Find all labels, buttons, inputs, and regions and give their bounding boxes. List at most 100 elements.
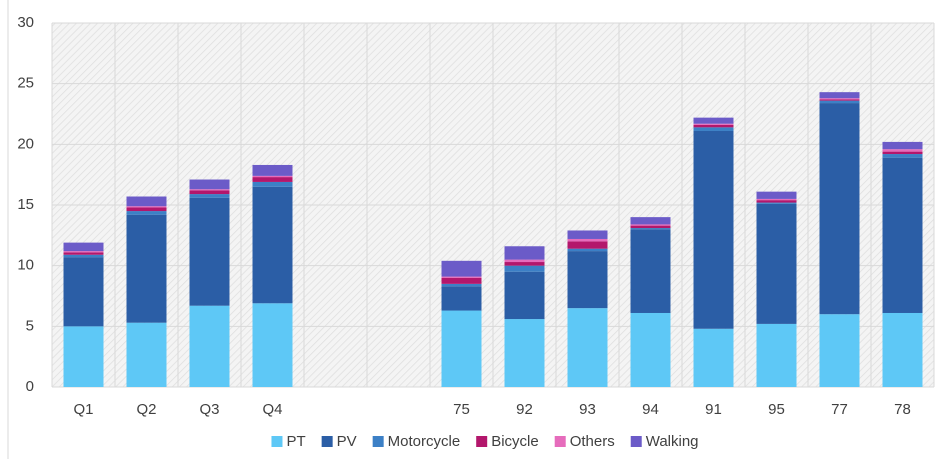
bar-segment — [504, 259, 545, 263]
bar-segment — [63, 252, 104, 255]
legend-swatch — [554, 436, 566, 447]
bar-segment — [819, 314, 860, 387]
x-tick-label: 93 — [579, 401, 596, 418]
legend-label: Bicycle — [491, 433, 539, 450]
bar-segment — [630, 224, 671, 226]
y-tick-label: 0 — [26, 378, 34, 395]
bar-segment — [819, 103, 860, 315]
legend-label: PT — [286, 433, 305, 450]
bar-segment — [126, 322, 167, 387]
bar-segment — [882, 149, 923, 152]
bar-segment — [882, 154, 923, 158]
bar-segment — [756, 198, 797, 201]
y-tick-label: 10 — [17, 257, 34, 274]
x-tick-label: Q1 — [73, 401, 93, 418]
bar-segment — [189, 194, 230, 198]
bar-segment — [63, 257, 104, 327]
bar-segment — [756, 323, 797, 387]
bar-segment — [441, 277, 482, 284]
x-tick-label: Q2 — [136, 401, 156, 418]
bar-segment — [504, 262, 545, 266]
bar-segment — [126, 196, 167, 207]
bar-segment — [756, 200, 797, 203]
bar-segment — [504, 265, 545, 272]
bar-segment — [63, 242, 104, 252]
bar-segment — [504, 319, 545, 387]
bar-segment — [189, 190, 230, 195]
bar-segment — [756, 191, 797, 199]
bar-segment — [126, 207, 167, 212]
bar-segment — [567, 230, 608, 239]
bar-segment — [441, 310, 482, 387]
bar-segment — [252, 186, 293, 304]
bar-segment — [819, 92, 860, 99]
bar-segment — [693, 123, 734, 125]
bar-segment — [126, 214, 167, 323]
legend-label: PV — [337, 433, 357, 450]
bar-segment — [693, 124, 734, 128]
bar-segment — [693, 130, 734, 329]
bar-segment — [693, 328, 734, 387]
bar-segment — [567, 308, 608, 387]
bar-segment — [882, 141, 923, 150]
bar-segment — [567, 251, 608, 309]
x-tick-label: 75 — [453, 401, 470, 418]
bar-segment — [252, 303, 293, 387]
bar-segment — [504, 246, 545, 260]
bar-segment — [252, 164, 293, 176]
x-tick-label: 77 — [831, 401, 848, 418]
bar-segment — [252, 181, 293, 187]
bar-segment — [441, 286, 482, 311]
legend-label: Walking — [646, 433, 699, 450]
legend-swatch — [271, 436, 283, 447]
legend-swatch — [372, 436, 384, 447]
bar-segment — [567, 238, 608, 242]
bar-segment — [819, 98, 860, 100]
y-tick-label: 5 — [26, 317, 34, 334]
y-tick-label: 30 — [17, 14, 34, 31]
bar-segment — [567, 241, 608, 249]
bar-segment — [693, 127, 734, 131]
x-tick-label: 78 — [894, 401, 911, 418]
bar-segment — [63, 254, 104, 258]
bar-segment — [189, 197, 230, 306]
bar-segment — [567, 248, 608, 252]
x-tick-label: 92 — [516, 401, 533, 418]
bar-segment — [252, 175, 293, 178]
bar-segment — [252, 177, 293, 182]
bar-segment — [882, 312, 923, 387]
legend-swatch — [630, 436, 642, 447]
bar-segment — [882, 157, 923, 313]
bar-segment — [441, 283, 482, 287]
legend-swatch — [321, 436, 333, 447]
x-tick-label: 91 — [705, 401, 722, 418]
bar-segment — [126, 206, 167, 208]
bar-segment — [630, 225, 671, 229]
bar-segment — [756, 202, 797, 204]
bar-segment — [189, 189, 230, 191]
bar-segment — [630, 217, 671, 225]
y-tick-label: 25 — [17, 75, 34, 92]
bar-segment — [819, 100, 860, 104]
bar-segment — [630, 312, 671, 387]
bar-segment — [441, 276, 482, 278]
y-tick-label: 15 — [17, 196, 34, 213]
legend-label: Motorcycle — [388, 433, 461, 450]
bar-segment — [63, 326, 104, 387]
x-tick-label: 94 — [642, 401, 659, 418]
legend-label: Others — [570, 433, 615, 450]
bar-segment — [189, 305, 230, 387]
bar-segment — [882, 151, 923, 155]
bar-segment — [693, 117, 734, 124]
bar-segment — [819, 99, 860, 101]
bar-segment — [189, 179, 230, 190]
bar-segment — [630, 228, 671, 230]
x-tick-label: Q4 — [262, 401, 282, 418]
bar-segment — [756, 203, 797, 324]
bar-segment — [630, 229, 671, 313]
bar-segment — [504, 271, 545, 320]
bar-segment — [126, 211, 167, 215]
bar-segment — [441, 260, 482, 277]
x-tick-label: Q3 — [199, 401, 219, 418]
